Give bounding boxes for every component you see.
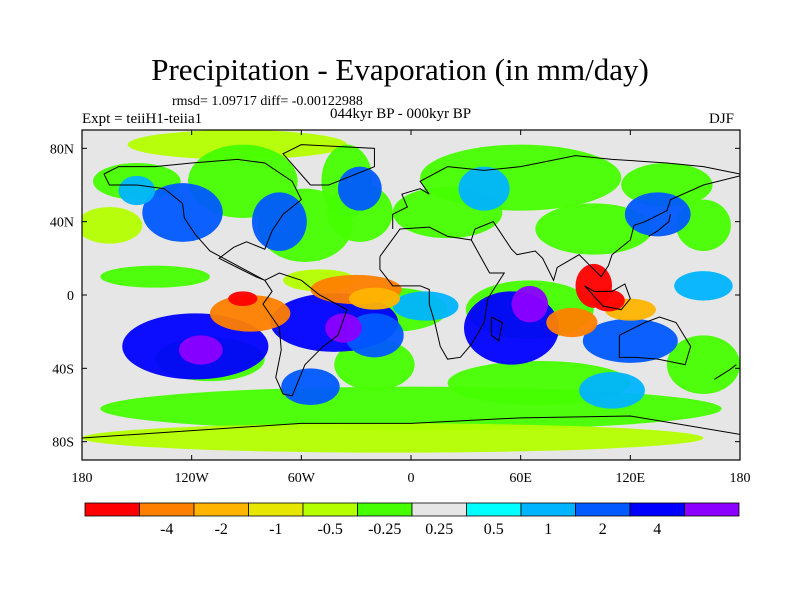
y-tick-label-3: 40S — [52, 362, 74, 377]
colorbar: -4 -2 -1 -0.5 -0.25 0.25 0.5 1 2 4 — [84, 502, 740, 538]
experiment-label: Expt = teiiH1-teiia1 — [82, 111, 203, 127]
y-tick-label-0: 80N — [50, 142, 74, 157]
colorbar-swatch-3 — [248, 502, 304, 517]
coastlines — [82, 144, 740, 439]
colorbar-swatch-11 — [684, 502, 740, 517]
x-tick-label-0: 180 — [72, 471, 93, 486]
x-tick-label-4: 60E — [509, 471, 532, 486]
chart-title: Precipitation - Evaporation (in mm/day) — [151, 52, 649, 87]
colorbar-swatch-7 — [466, 502, 522, 517]
y-tick-label-4: 80S — [52, 436, 74, 451]
colorbar-label-6: 0.5 — [484, 521, 504, 538]
x-tick-label-2: 60W — [288, 471, 316, 486]
colorbar-label-0: -4 — [160, 521, 173, 538]
colorbar-swatch-10 — [629, 502, 685, 517]
colorbar-label-9: 4 — [653, 521, 661, 538]
x-tick-label-6: 180 — [730, 471, 751, 486]
x-tick-label-1: 120W — [175, 471, 210, 486]
y-tick-label-2: 0 — [67, 289, 74, 304]
colorbar-label-4: -0.25 — [368, 521, 401, 538]
pe-field-layer — [82, 130, 740, 453]
colorbar-label-7: 1 — [544, 521, 552, 538]
season-label: DJF — [709, 111, 735, 127]
colorbar-swatch-4 — [302, 502, 358, 517]
colorbar-label-8: 2 — [599, 521, 607, 538]
period-label: 044kyr BP - 000kyr BP — [330, 106, 472, 122]
colorbar-label-5: 0.25 — [425, 521, 453, 538]
colorbar-label-3: -0.5 — [318, 521, 343, 538]
y-tick-label-1: 40N — [50, 216, 74, 231]
colorbar-swatch-2 — [193, 502, 249, 517]
axis-ticks: 180 120W 60W 0 60E 120E 180 80N 40N 0 40S 80S — [50, 130, 751, 486]
colorbar-label-2: -1 — [269, 521, 282, 538]
colorbar-swatch-6 — [411, 502, 467, 517]
colorbar-swatch-8 — [520, 502, 576, 517]
colorbar-swatch-9 — [575, 502, 631, 517]
colorbar-swatch-0 — [84, 502, 140, 517]
colorbar-swatch-5 — [357, 502, 413, 517]
colorbar-swatch-1 — [139, 502, 195, 517]
x-tick-label-5: 120E — [616, 471, 646, 486]
stats-label: rmsd= 1.09717 diff= -0.00122988 — [172, 94, 363, 109]
colorbar-label-1: -2 — [215, 521, 228, 538]
x-tick-label-3: 0 — [408, 471, 415, 486]
